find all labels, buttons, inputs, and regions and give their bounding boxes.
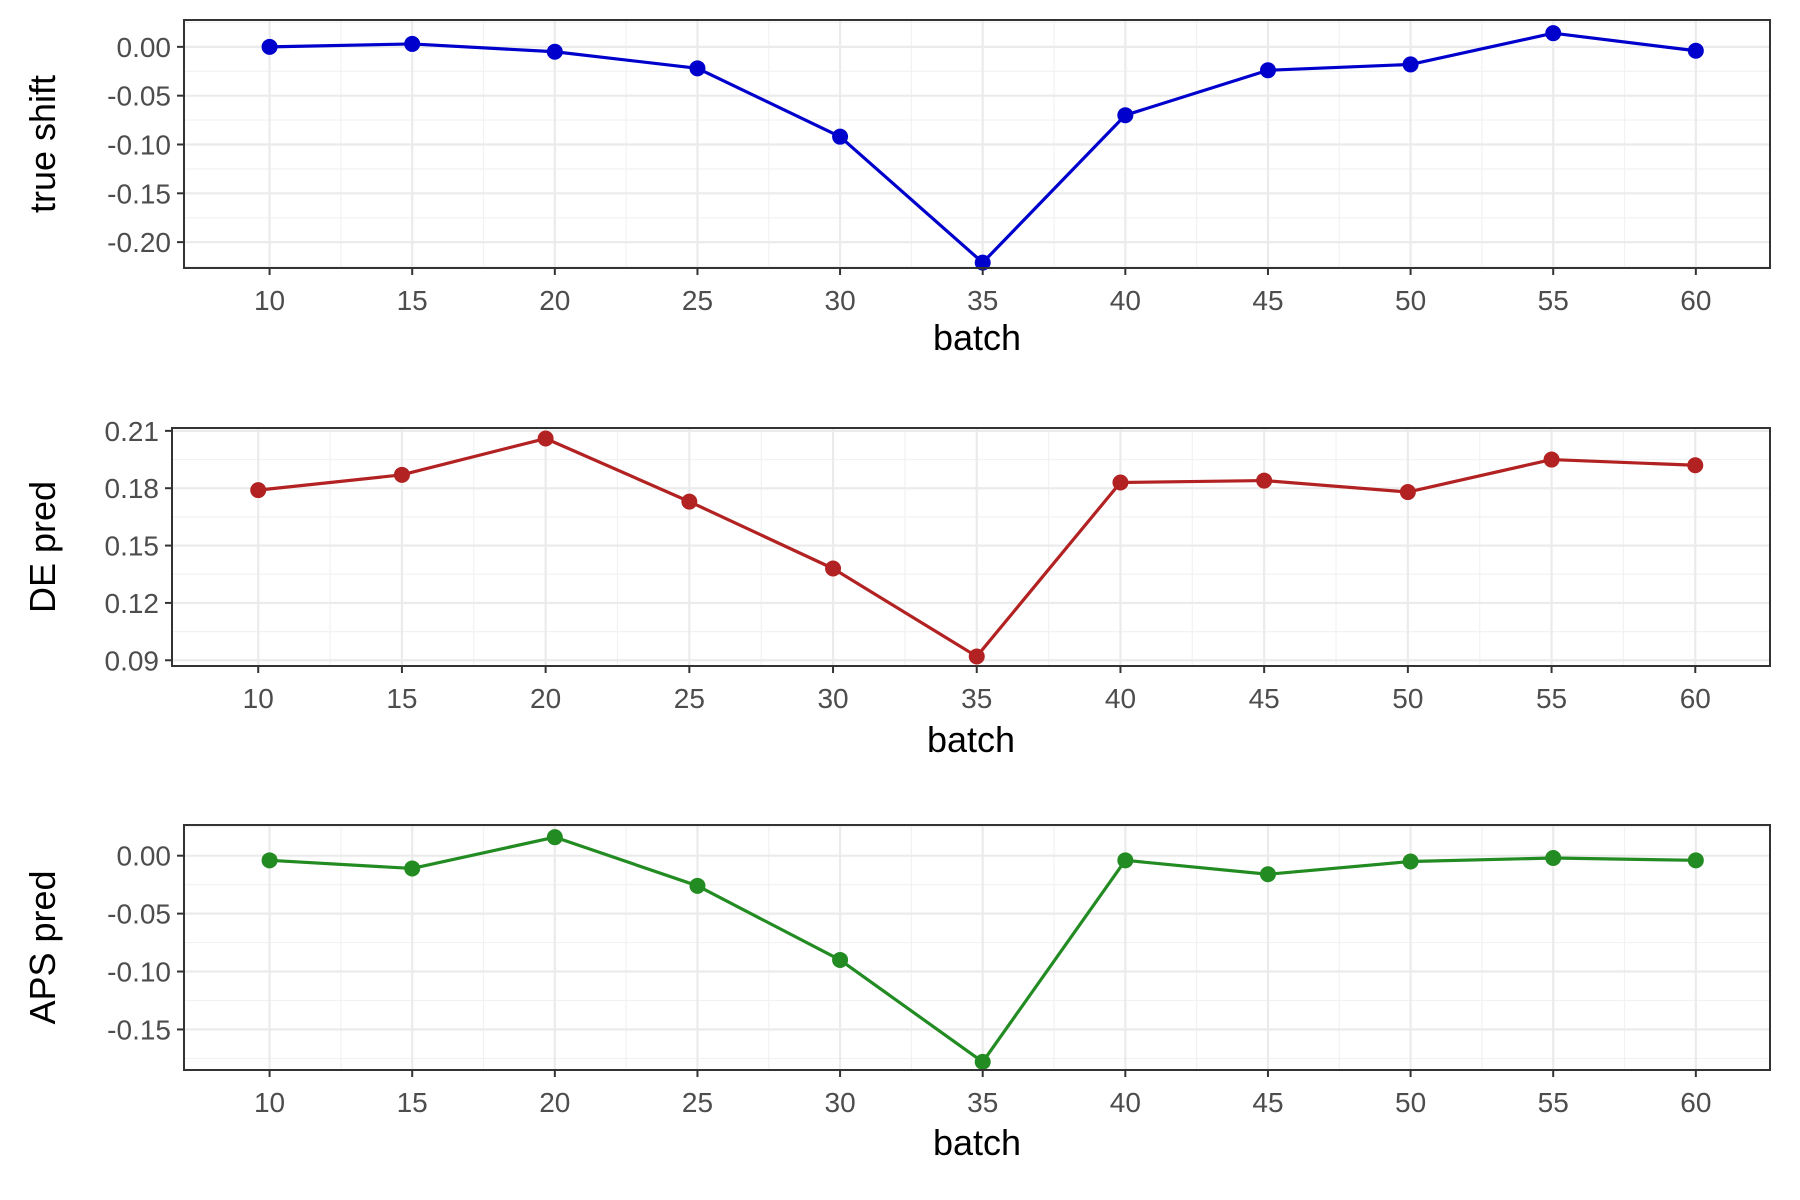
y-tick-label-1: 0.12 — [105, 588, 160, 619]
data-point-batch-40 — [1112, 474, 1129, 491]
panel-border — [171, 427, 1771, 667]
data-point-batch-40 — [1117, 107, 1134, 124]
data-point-batch-10 — [261, 38, 278, 55]
x-tick-label-55: 55 — [1538, 285, 1569, 316]
x-tick-label-55: 55 — [1536, 683, 1567, 714]
data-point-batch-50 — [1402, 853, 1419, 870]
x-tick-label-25: 25 — [674, 683, 705, 714]
panel-aps-pred: 10 15 20 25 30 35 40 45 50 55 60 0.00 -0.05 -0.10 -0.1… — [22, 824, 1771, 1163]
panel-de-pred: 10 15 20 25 30 35 40 45 50 55 60 0.09 0.12 0.15 0.18 0.… — [22, 416, 1771, 760]
y-tick-label-0: 0.00 — [117, 32, 172, 63]
data-point-batch-25 — [681, 493, 698, 510]
x-tick-label-60: 60 — [1680, 683, 1711, 714]
x-tick-label-45: 45 — [1252, 1087, 1283, 1118]
x-tick-label-15: 15 — [397, 1087, 428, 1118]
x-tick-label-30: 30 — [817, 683, 848, 714]
x-tick-label-45: 45 — [1252, 285, 1283, 316]
x-tick-label-45: 45 — [1249, 683, 1280, 714]
x-tick-label-30: 30 — [825, 1087, 856, 1118]
x-tick-label-35: 35 — [967, 285, 998, 316]
data-point-batch-55 — [1545, 850, 1562, 867]
data-point-batch-25 — [689, 877, 706, 894]
y-tick-label-2: 0.15 — [105, 531, 160, 562]
x-tick-label-35: 35 — [967, 1087, 998, 1118]
x-tick-label-10: 10 — [243, 683, 274, 714]
y-tick-label-2: -0.10 — [107, 957, 171, 988]
x-tick-label-10: 10 — [254, 1087, 285, 1118]
y-tick-label-1: -0.05 — [107, 81, 171, 112]
x-tick-label-55: 55 — [1538, 1087, 1569, 1118]
y-tick-label-1: -0.05 — [107, 899, 171, 930]
x-tick-label-40: 40 — [1110, 1087, 1141, 1118]
x-tick-label-20: 20 — [539, 285, 570, 316]
data-point-batch-40 — [1117, 852, 1134, 869]
y-tick-label-4: 0.21 — [105, 416, 160, 447]
y-tick-label-0: 0.09 — [105, 645, 160, 676]
data-point-batch-55 — [1543, 451, 1560, 468]
x-tick-label-35: 35 — [961, 683, 992, 714]
data-point-batch-15 — [404, 860, 421, 877]
y-tick-label-3: 0.18 — [105, 473, 160, 504]
data-point-batch-30 — [832, 951, 849, 968]
data-point-batch-20 — [546, 829, 563, 846]
data-point-batch-35 — [974, 1053, 991, 1070]
data-point-batch-60 — [1687, 852, 1704, 869]
data-point-batch-45 — [1259, 62, 1276, 79]
y-tick-label-3: -0.15 — [107, 1014, 171, 1045]
y-tick-label-0: 0.00 — [117, 841, 172, 872]
x-axis-title: batch — [927, 719, 1015, 760]
x-tick-label-50: 50 — [1392, 683, 1423, 714]
data-point-batch-50 — [1402, 56, 1419, 73]
data-point-batch-35 — [968, 648, 985, 665]
y-tick-label-4: -0.20 — [107, 227, 171, 258]
data-point-batch-20 — [546, 43, 563, 60]
data-point-batch-15 — [404, 35, 421, 52]
x-tick-label-40: 40 — [1105, 683, 1136, 714]
x-tick-label-10: 10 — [254, 285, 285, 316]
x-tick-label-50: 50 — [1395, 1087, 1426, 1118]
y-tick-label-2: -0.10 — [107, 129, 171, 160]
data-point-batch-50 — [1399, 484, 1416, 501]
plot-background — [184, 825, 1770, 1070]
panel-border — [183, 824, 1771, 1071]
x-tick-label-15: 15 — [397, 285, 428, 316]
y-axis-title: DE pred — [22, 481, 63, 613]
plot-background — [172, 428, 1770, 666]
data-point-batch-45 — [1259, 866, 1276, 883]
x-tick-label-25: 25 — [682, 285, 713, 316]
x-tick-label-15: 15 — [386, 683, 417, 714]
x-tick-label-20: 20 — [539, 1087, 570, 1118]
data-point-batch-15 — [393, 466, 410, 483]
y-axis-title: true shift — [22, 75, 63, 213]
x-axis-title: batch — [933, 1122, 1021, 1163]
data-point-batch-25 — [689, 60, 706, 77]
data-point-batch-60 — [1687, 42, 1704, 59]
data-point-batch-30 — [832, 128, 849, 145]
data-point-batch-60 — [1687, 457, 1704, 474]
y-axis-title: APS pred — [22, 870, 63, 1024]
data-point-batch-20 — [537, 430, 554, 447]
x-tick-label-60: 60 — [1680, 285, 1711, 316]
data-point-batch-30 — [825, 560, 842, 577]
y-tick-label-3: -0.15 — [107, 178, 171, 209]
data-point-batch-45 — [1256, 472, 1273, 489]
x-tick-label-30: 30 — [825, 285, 856, 316]
data-point-batch-55 — [1545, 25, 1562, 42]
x-tick-label-60: 60 — [1680, 1087, 1711, 1118]
x-tick-label-40: 40 — [1110, 285, 1141, 316]
x-tick-label-25: 25 — [682, 1087, 713, 1118]
data-point-batch-10 — [261, 852, 278, 869]
panel-true-shift: 10 15 20 25 30 35 40 45 50 55 60 0.00 -0.05 -0.10 -0.1… — [22, 19, 1771, 358]
x-tick-label-20: 20 — [530, 683, 561, 714]
data-point-batch-10 — [250, 482, 267, 499]
x-tick-label-50: 50 — [1395, 285, 1426, 316]
x-axis-title: batch — [933, 317, 1021, 358]
data-point-batch-35 — [974, 254, 991, 271]
